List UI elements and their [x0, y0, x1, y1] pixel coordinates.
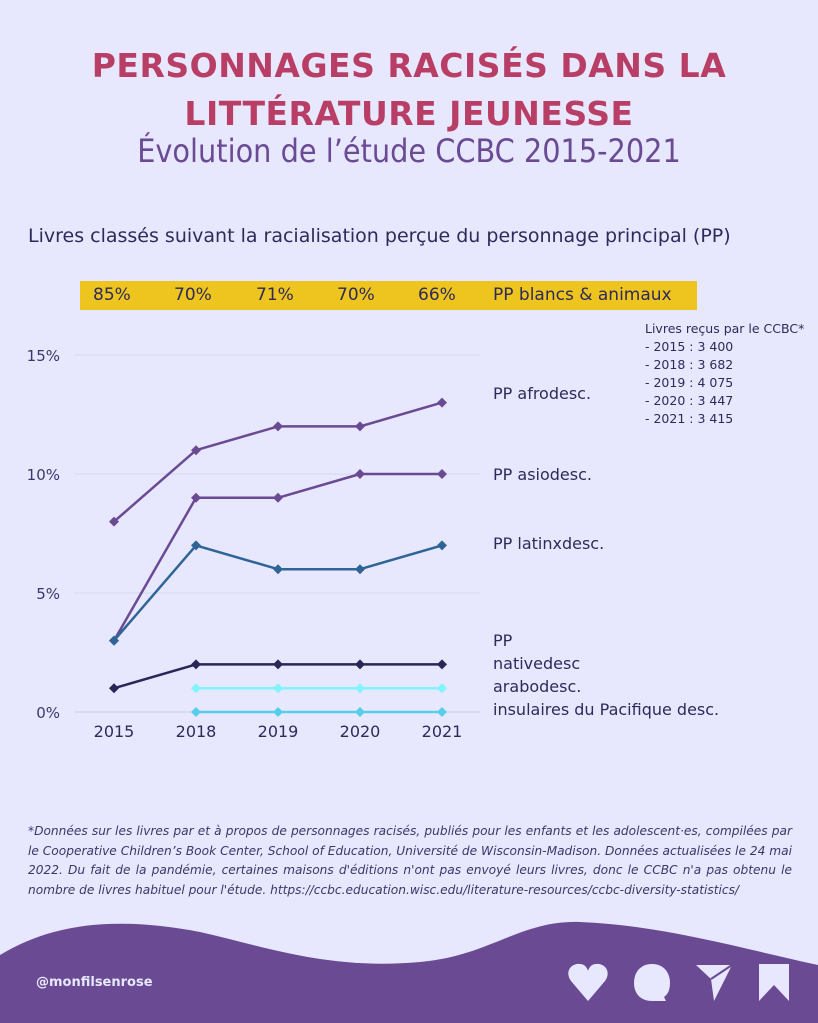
books-received-item: - 2021 : 3 415: [645, 411, 734, 426]
books-received-item: - 2015 : 3 400: [645, 339, 734, 354]
data-point-marker: [437, 683, 447, 694]
data-point-marker: [437, 469, 447, 479]
footnote: *Données sur les livres par et à propos …: [28, 824, 792, 897]
white-animals-value: 70%: [337, 285, 375, 305]
data-point-marker: [273, 659, 283, 670]
data-point-marker: [109, 683, 119, 694]
data-point-marker: [437, 397, 447, 408]
series-label: PP: [493, 631, 513, 650]
series-label: insulaires du Pacifique desc.: [493, 700, 719, 719]
data-point-marker: [109, 516, 119, 527]
x-tick-label: 2021: [422, 722, 463, 741]
title-line-2: LITTÉRATURE JEUNESSE: [184, 94, 634, 133]
chart-title: Livres classés suivant la racialisation …: [28, 225, 731, 247]
y-tick-label: 0%: [36, 704, 60, 722]
books-received-item: - 2019 : 4 075: [645, 375, 734, 390]
data-point-marker: [109, 635, 119, 646]
data-point-marker: [437, 540, 447, 551]
x-tick-label: 2020: [340, 722, 381, 741]
x-tick-label: 2018: [176, 722, 217, 741]
footer-background: [0, 921, 818, 1023]
white-animals-value: 66%: [418, 285, 456, 305]
send-icon[interactable]: [694, 963, 734, 1003]
x-tick-label: 2019: [258, 722, 299, 741]
series-line: [113, 401, 443, 523]
data-point-marker: [273, 683, 283, 694]
social-icons: [566, 963, 792, 1003]
account-handle[interactable]: @monfilsenrose: [36, 975, 153, 990]
white-animals-band: 85% 70% 71% 70% 66% PP blancs & animaux: [80, 281, 697, 310]
line-chart: 0% 5% 10% 15% 2015 2018 2019 2020 2021 PP afrodes…: [27, 347, 719, 741]
page-title: PERSONNAGES RACISÉS DANS LA LITTÉRATURE …: [0, 42, 818, 138]
data-point-marker: [355, 683, 365, 694]
series-label: arabodesc.: [493, 677, 581, 696]
data-point-marker: [355, 421, 365, 432]
white-animals-value: 70%: [174, 285, 212, 305]
data-point-marker: [355, 707, 365, 717]
data-point-marker: [191, 540, 201, 551]
y-tick-label: 10%: [27, 466, 60, 484]
data-point-marker: [273, 421, 283, 432]
data-point-marker: [273, 707, 283, 717]
data-point-marker: [273, 564, 283, 575]
data-point-marker: [191, 683, 201, 694]
y-tick-label: 5%: [36, 585, 60, 603]
data-point-marker: [437, 707, 447, 717]
books-received-item: - 2018 : 3 682: [645, 357, 734, 372]
page-subtitle: Évolution de l’étude CCBC 2015-2021: [137, 132, 681, 170]
books-received-item: - 2020 : 3 447: [645, 393, 734, 408]
series-label: PP latinxdesc.: [493, 534, 604, 553]
comment-icon[interactable]: [632, 963, 672, 1003]
title-line-1: PERSONNAGES RACISÉS DANS LA: [91, 46, 727, 85]
data-point-marker: [273, 492, 283, 503]
white-animals-value: 85%: [93, 285, 131, 305]
y-tick-label: 15%: [27, 347, 60, 365]
data-point-marker: [191, 707, 201, 717]
series-label: nativedesc: [493, 654, 580, 673]
data-point-marker: [355, 659, 365, 670]
x-tick-label: 2015: [94, 722, 135, 741]
data-point-marker: [191, 492, 201, 503]
series-label: PP afrodesc.: [493, 384, 591, 403]
data-point-marker: [191, 659, 201, 670]
data-point-marker: [355, 469, 365, 479]
data-point-marker: [437, 659, 447, 670]
books-received-title: Livres reçus par le CCBC*: [645, 321, 805, 336]
white-animals-label: PP blancs & animaux: [493, 285, 672, 305]
white-animals-value: 71%: [256, 285, 294, 305]
heart-icon[interactable]: [566, 963, 610, 1003]
series-label: PP asiodesc.: [493, 465, 592, 484]
bookmark-icon[interactable]: [756, 963, 792, 1003]
books-received-box: Livres reçus par le CCBC* - 2015 : 3 400…: [645, 320, 804, 428]
data-point-marker: [191, 445, 201, 456]
data-point-marker: [355, 564, 365, 575]
